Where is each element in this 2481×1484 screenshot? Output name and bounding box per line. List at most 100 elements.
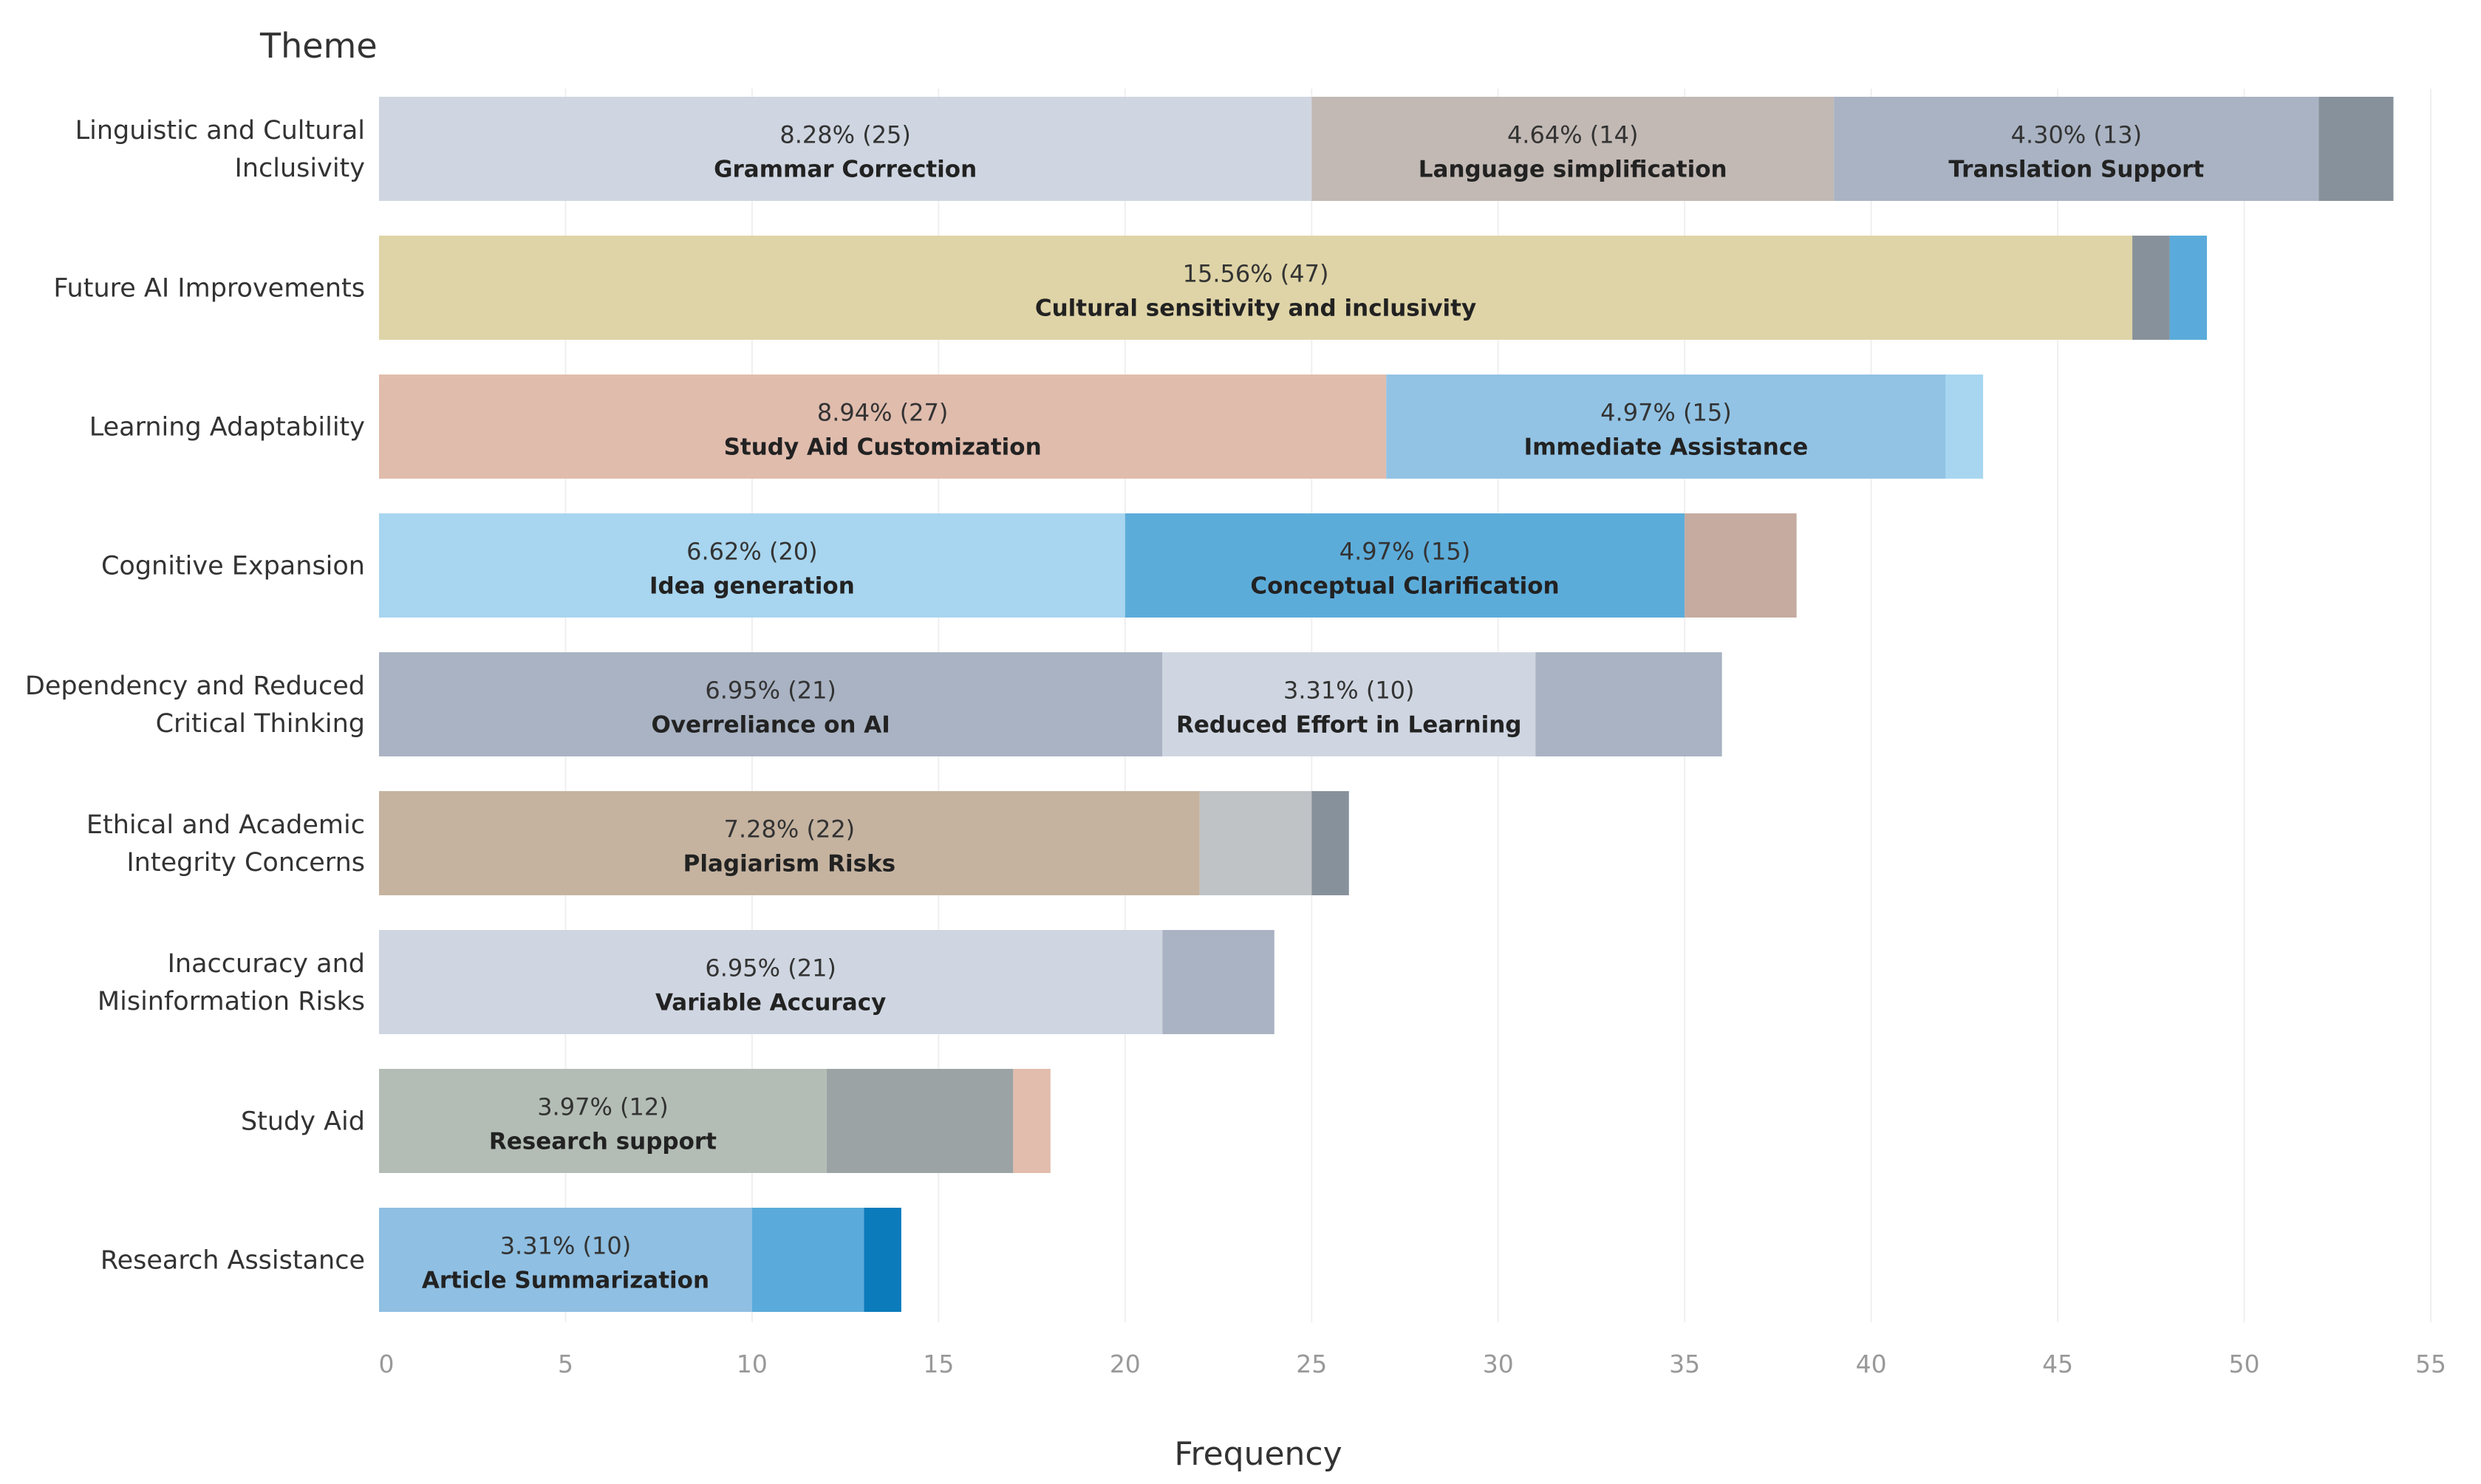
segment-value-label: 6.62% (20) xyxy=(686,538,818,566)
category-label-line: Critical Thinking xyxy=(156,709,365,739)
bar-segment xyxy=(1162,652,1536,756)
x-tick-label: 55 xyxy=(2415,1350,2446,1378)
segment-name-label: Article Summarization xyxy=(422,1268,709,1294)
bar-segment xyxy=(2169,236,2208,340)
x-tick-label: 20 xyxy=(1110,1350,1141,1378)
bar-segment xyxy=(379,375,1387,479)
segment-value-label: 8.94% (27) xyxy=(817,399,949,427)
category-label: Cognitive Expansion xyxy=(101,552,365,581)
segment-name-label: Overreliance on AI xyxy=(651,712,890,739)
bar-segment xyxy=(1013,1069,1051,1173)
bar-segment xyxy=(2318,97,2394,201)
category-label-line: Linguistic and Cultural xyxy=(75,116,365,146)
bar-row: 15.56% (47) Cultural sensitivity and incl… xyxy=(379,236,2208,340)
bar-row: 6.62% (20) Idea generation 4.97% (15) Conce… xyxy=(379,513,1797,618)
bar-segment xyxy=(1162,930,1274,1034)
segment-name-label: Plagiarism Risks xyxy=(683,851,895,878)
bar-segment xyxy=(1535,652,1722,756)
x-tick-label: 35 xyxy=(1669,1350,1700,1378)
bar-row: 6.95% (21) Overreliance on AI 3.31% (10) Re… xyxy=(379,652,1722,756)
segment-value-label: 4.64% (14) xyxy=(1507,121,1639,149)
segment-name-label: Conceptual Clarification xyxy=(1250,573,1559,600)
bar-row: 3.31% (10) Article Summarization xyxy=(379,1208,901,1312)
bar-segment xyxy=(379,1208,752,1312)
segment-value-label: 6.95% (21) xyxy=(705,954,836,982)
bar-row: 3.97% (12) Research support xyxy=(379,1069,1051,1173)
segment-value-label: 3.31% (10) xyxy=(1283,677,1415,705)
x-tick-label: 45 xyxy=(2042,1350,2073,1378)
bar-segment xyxy=(379,236,2133,340)
category-label-line: Learning Adaptability xyxy=(89,413,365,442)
category-label-line: Integrity Concerns xyxy=(126,848,365,878)
x-tick-label: 15 xyxy=(923,1350,954,1378)
category-label-line: Misinformation Risks xyxy=(98,987,365,1016)
bar-segment xyxy=(1386,375,1946,479)
bar-row: 7.28% (22) Plagiarism Risks xyxy=(379,791,1349,895)
bar-segment xyxy=(1685,513,1797,618)
segment-name-label: Grammar Correction xyxy=(714,157,977,183)
segment-name-label: Research support xyxy=(489,1129,717,1155)
bar-segment xyxy=(1199,791,1312,895)
x-axis-title: Frequency xyxy=(1174,1435,1342,1473)
segment-name-label: Language simplification xyxy=(1419,157,1727,183)
x-axis-ticks: 0 5 10 15 20 25 30 35 40 45 50 55 xyxy=(379,1350,2447,1378)
segment-name-label: Reduced Effort in Learning xyxy=(1176,712,1521,739)
category-label: Inaccuracy and Misinformation Risks xyxy=(98,949,365,1016)
bar-segment xyxy=(1125,513,1685,618)
segment-name-label: Study Aid Customization xyxy=(724,434,1042,461)
theme-header: Theme xyxy=(259,26,378,66)
category-label: Future AI Improvements xyxy=(53,274,365,304)
bar-row: 8.28% (25) Grammar Correction 4.64% (14) La… xyxy=(379,97,2394,201)
segment-value-label: 6.95% (21) xyxy=(705,677,836,705)
segment-name-label: Immediate Assistance xyxy=(1524,434,1809,461)
bar-segment xyxy=(379,1069,827,1173)
segment-name-label: Idea generation xyxy=(649,573,855,600)
category-label: Ethical and Academic Integrity Concerns xyxy=(86,810,365,878)
category-label-line: Study Aid xyxy=(241,1107,365,1137)
segment-value-label: 3.97% (12) xyxy=(537,1093,669,1121)
bar-segment xyxy=(826,1069,1014,1173)
x-tick-label: 10 xyxy=(737,1350,768,1378)
category-label: Dependency and Reduced Critical Thinking xyxy=(25,671,365,739)
bar-segment xyxy=(1945,375,1984,479)
bar-segment xyxy=(379,97,1312,201)
category-label-line: Inaccuracy and xyxy=(168,949,365,979)
bar-segment xyxy=(751,1208,864,1312)
category-label: Linguistic and Cultural Inclusivity xyxy=(75,116,365,183)
category-label-line: Future AI Improvements xyxy=(53,274,365,304)
bar-segment xyxy=(379,652,1163,756)
bar-row: 6.95% (21) Variable Accuracy xyxy=(379,930,1274,1034)
bar-segment xyxy=(379,791,1200,895)
segment-value-label: 15.56% (47) xyxy=(1183,260,1329,288)
segment-value-label: 3.31% (10) xyxy=(500,1232,632,1260)
x-tick-label: 0 xyxy=(379,1350,395,1378)
category-labels: Linguistic and Cultural Inclusivity Future… xyxy=(25,116,365,1276)
segment-value-label: 4.97% (15) xyxy=(1340,538,1471,566)
bar-segment xyxy=(1311,791,1349,895)
bar-row: 8.94% (27) Study Aid Customization 4.97% (… xyxy=(379,375,1984,479)
category-label: Learning Adaptability xyxy=(89,413,365,442)
category-label-line: Inclusivity xyxy=(235,154,366,183)
x-tick-label: 25 xyxy=(1296,1350,1327,1378)
x-tick-label: 5 xyxy=(558,1350,573,1378)
bar-segment xyxy=(1834,97,2319,201)
category-label-line: Research Assistance xyxy=(100,1246,365,1276)
bars: 8.28% (25) Grammar Correction 4.64% (14) La… xyxy=(379,97,2394,1312)
bar-segment xyxy=(379,930,1163,1034)
category-label-line: Ethical and Academic xyxy=(86,810,365,840)
category-label: Study Aid xyxy=(241,1107,365,1137)
bar-segment xyxy=(864,1208,901,1312)
segment-value-label: 4.97% (15) xyxy=(1600,399,1732,427)
x-tick-label: 30 xyxy=(1483,1350,1514,1378)
segment-value-label: 4.30% (13) xyxy=(2011,121,2143,149)
bar-segment xyxy=(2132,236,2170,340)
category-label-line: Cognitive Expansion xyxy=(101,552,365,581)
segment-name-label: Cultural sensitivity and inclusivity xyxy=(1035,295,1476,322)
segment-name-label: Translation Support xyxy=(1948,157,2204,183)
x-tick-label: 40 xyxy=(1856,1350,1887,1378)
category-label: Research Assistance xyxy=(100,1246,365,1276)
x-tick-label: 50 xyxy=(2229,1350,2260,1378)
category-label-line: Dependency and Reduced xyxy=(25,671,365,701)
segment-value-label: 7.28% (22) xyxy=(724,815,856,844)
